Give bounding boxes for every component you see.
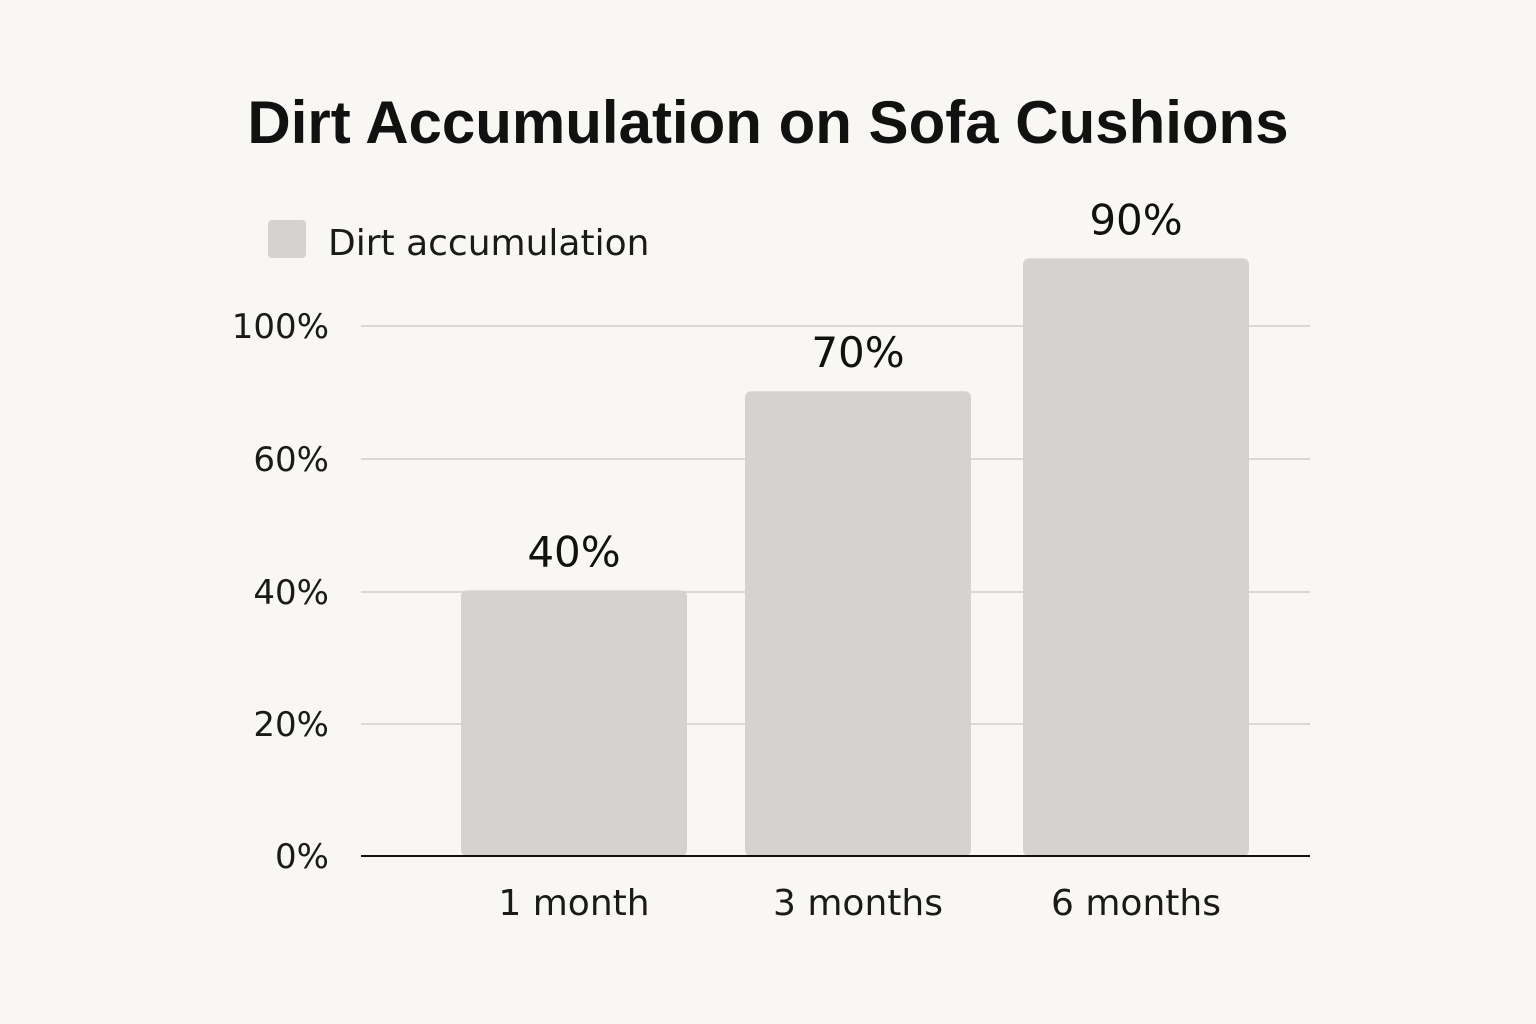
bar-value-label: 90%: [1089, 195, 1182, 244]
bar-value-label: 40%: [527, 527, 620, 576]
y-tick-label: 100%: [232, 307, 329, 347]
chart-title: Dirt Accumulation on Sofa Cushions: [247, 89, 1288, 156]
legend-label: Dirt accumulation: [328, 223, 649, 264]
y-tick-label: 20%: [253, 705, 329, 745]
x-axis-categories: 1 month 3 months 6 months: [498, 883, 1221, 924]
x-category-label: 6 months: [1051, 883, 1221, 924]
bars: [461, 258, 1249, 856]
y-tick-label: 0%: [275, 837, 329, 877]
legend: Dirt accumulation: [268, 220, 649, 264]
bar: [745, 391, 971, 856]
bar: [1023, 258, 1249, 856]
data-labels: 40% 70% 90%: [527, 195, 1182, 576]
x-category-label: 1 month: [498, 883, 649, 924]
legend-swatch: [268, 220, 306, 258]
y-axis-ticks: 0% 20% 40% 60% 100%: [232, 307, 329, 877]
y-tick-label: 60%: [253, 440, 329, 480]
x-category-label: 3 months: [773, 883, 943, 924]
bar: [461, 590, 687, 856]
bar-value-label: 70%: [811, 328, 904, 377]
y-tick-label: 40%: [253, 573, 329, 613]
